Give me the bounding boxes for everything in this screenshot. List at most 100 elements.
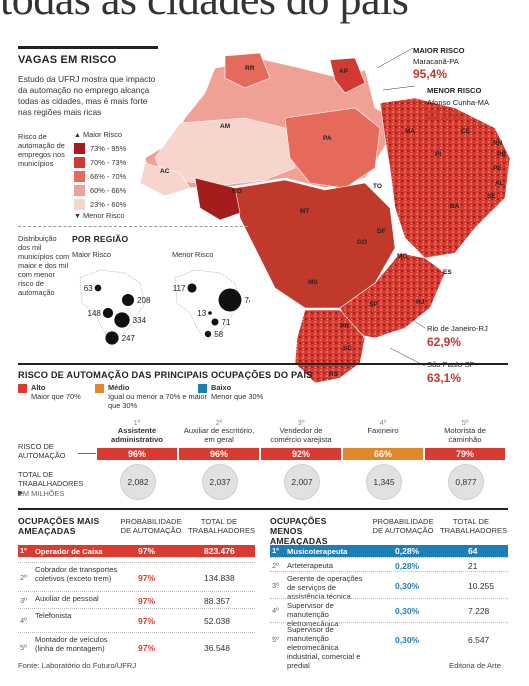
legend-row: 73% - 95% bbox=[74, 141, 126, 155]
ocup-legend-swatch bbox=[95, 384, 104, 393]
legend-row: 66% - 70% bbox=[74, 169, 126, 183]
region-dot-value: 208 bbox=[137, 296, 151, 305]
state-label-ap: AP bbox=[339, 68, 349, 75]
legend-swatch bbox=[74, 170, 85, 182]
row-divider bbox=[270, 571, 508, 572]
ocup-risk-pct: 79% bbox=[455, 449, 474, 459]
legend-row: 60% - 66% bbox=[74, 183, 126, 197]
maior-risco-title: MAIOR RISCO bbox=[413, 46, 465, 55]
ocup-legend-swatch bbox=[198, 384, 207, 393]
ocup-risk-pill: 79% bbox=[425, 448, 505, 460]
row-divider bbox=[18, 632, 255, 633]
table-total: 134.838 bbox=[204, 573, 235, 583]
state-label-rr: RR bbox=[245, 65, 255, 72]
menos-col-prob: PROBABILIDADE DE AUTOMAÇÃO bbox=[372, 517, 434, 535]
legend-range-label: 23% - 60% bbox=[90, 199, 127, 209]
menos-col-total: TOTAL DE TRABALHADORES bbox=[440, 517, 508, 535]
table-total: 21 bbox=[468, 560, 478, 571]
ocup-risk-pct: 92% bbox=[291, 449, 310, 459]
state-label-al: AL bbox=[495, 180, 504, 187]
table-total: 7.228 bbox=[468, 606, 490, 616]
table-occupation: Operador de Caixa bbox=[35, 547, 103, 556]
ocup-rank: 2º bbox=[215, 418, 223, 427]
ocup-risk-pill: 92% bbox=[261, 448, 341, 460]
region-dot-value: 334 bbox=[133, 316, 147, 325]
ocup-legend-label: Baixo bbox=[211, 383, 232, 392]
table-rank: 5º bbox=[20, 643, 27, 652]
maior-risco-city: Maracanã-PA bbox=[413, 57, 459, 66]
ocup-legend-desc: Maior que 70% bbox=[31, 392, 81, 401]
ocup-total-value: 2,037 bbox=[209, 477, 231, 487]
region-dot bbox=[218, 288, 242, 312]
ocup-name: Vendedor de comércio varejista bbox=[270, 426, 332, 444]
ocup-risk-pct: 96% bbox=[209, 449, 228, 459]
legend-swatch bbox=[74, 142, 85, 154]
table-rank: 1º bbox=[272, 546, 279, 555]
legend-swatch bbox=[74, 198, 85, 210]
regiao-title: POR REGIÃO bbox=[72, 234, 129, 244]
map-region-amazonas bbox=[154, 117, 296, 187]
ocup-rank: 3º bbox=[297, 418, 305, 427]
table-occupation: Cobrador de transportes coletivos (excet… bbox=[35, 565, 118, 583]
rio-pct: 62,9% bbox=[427, 335, 462, 349]
ocup-total-circle: 1,345 bbox=[366, 464, 402, 500]
row-divider bbox=[270, 598, 508, 599]
ocup-total-circle: 0,877 bbox=[448, 464, 484, 500]
state-label-rj: RJ bbox=[416, 299, 425, 306]
menos-ameacadas-table: OCUPAÇÕES MENOS AMEAÇADAS PROBABILIDADE … bbox=[270, 514, 508, 670]
ocup-total-value: 2,082 bbox=[127, 477, 149, 487]
menor-risco-title: MENOR RISCO bbox=[427, 86, 482, 95]
map-region-northeast bbox=[379, 97, 511, 259]
region-dot bbox=[204, 330, 212, 338]
legend-title: Risco de automação de empregos nos munic… bbox=[18, 132, 65, 168]
table-probability: 0,30% bbox=[395, 581, 420, 591]
rio-city: Rio de Janeiro-RJ bbox=[427, 324, 488, 333]
state-label-sc: SC bbox=[343, 345, 352, 352]
ocup-risk-pct: 66% bbox=[373, 449, 392, 459]
risk-legend: 73% - 95% 70% - 73% 66% - 70% 60% - 66% 23% … bbox=[74, 141, 126, 211]
state-label-ms: MS bbox=[308, 279, 318, 286]
highlight-row bbox=[18, 545, 255, 557]
table-total: 52.038 bbox=[204, 616, 230, 626]
table-total: 6.547 bbox=[468, 635, 490, 645]
table-probability: 0,28% bbox=[395, 546, 420, 556]
vagas-title: VAGAS EM RISCO bbox=[18, 54, 117, 66]
table-occupation: Telefonista bbox=[35, 611, 72, 620]
section-bar-3 bbox=[18, 508, 508, 510]
ocup-total-circle: 2,007 bbox=[284, 464, 320, 500]
map-region-para bbox=[284, 107, 381, 189]
menor-risco-city: Afonso Cunha-MA bbox=[427, 98, 490, 107]
ocup-risk-pill: 96% bbox=[179, 448, 259, 460]
map-region-acre bbox=[139, 162, 191, 197]
regiao-side-label: Distribuição dos mil municípios com maio… bbox=[18, 234, 70, 297]
ocup-risk-pill: 96% bbox=[97, 448, 177, 460]
ocup-total-value: 0,877 bbox=[455, 477, 477, 487]
table-probability: 97% bbox=[138, 573, 156, 583]
table-rank: 5º bbox=[272, 635, 279, 644]
state-label-to: TO bbox=[373, 183, 382, 190]
regiao-maior-label: Maior Risco bbox=[72, 250, 112, 259]
table-total: 823.476 bbox=[204, 546, 235, 556]
state-label-am: AM bbox=[220, 123, 230, 130]
state-label-ba: BA bbox=[450, 203, 460, 210]
state-label-ce: CE bbox=[461, 128, 471, 135]
legend-swatch bbox=[74, 184, 85, 196]
regiao-mini-maps: 63 208 148 334 247 117 742 13 71 58 bbox=[79, 269, 250, 345]
region-dot bbox=[211, 318, 219, 326]
ocup-name: Faxineiro bbox=[367, 426, 399, 435]
region-dot-value: 148 bbox=[88, 309, 102, 318]
table-total: 36.548 bbox=[204, 643, 230, 653]
region-dot bbox=[187, 283, 197, 293]
ocup-rank: 1º bbox=[133, 418, 141, 427]
ocup-legend-desc: Menor que 30% bbox=[211, 392, 264, 401]
menos-title: OCUPAÇÕES MENOS AMEAÇADAS bbox=[270, 516, 328, 546]
region-dot bbox=[208, 311, 212, 315]
state-label-pa: PA bbox=[323, 135, 332, 142]
state-label-se: SE bbox=[487, 193, 496, 200]
row-divider bbox=[18, 562, 255, 563]
mais-title: OCUPAÇÕES MAIS AMEAÇADAS bbox=[18, 516, 100, 536]
row-risco-label: RISCO DE AUTOMAÇÃO bbox=[18, 442, 66, 460]
brazil-risk-map: RR AP AM PA MA CE RN PB PE AL SE PI AC RO TO BA MT GO DF MG… bbox=[139, 48, 511, 384]
ocupacoes-title: RISCO DE AUTOMAÇÃO DAS PRINCIPAIS OCUPAÇ… bbox=[18, 370, 313, 380]
table-occupation: Arteterapeuta bbox=[287, 561, 334, 570]
